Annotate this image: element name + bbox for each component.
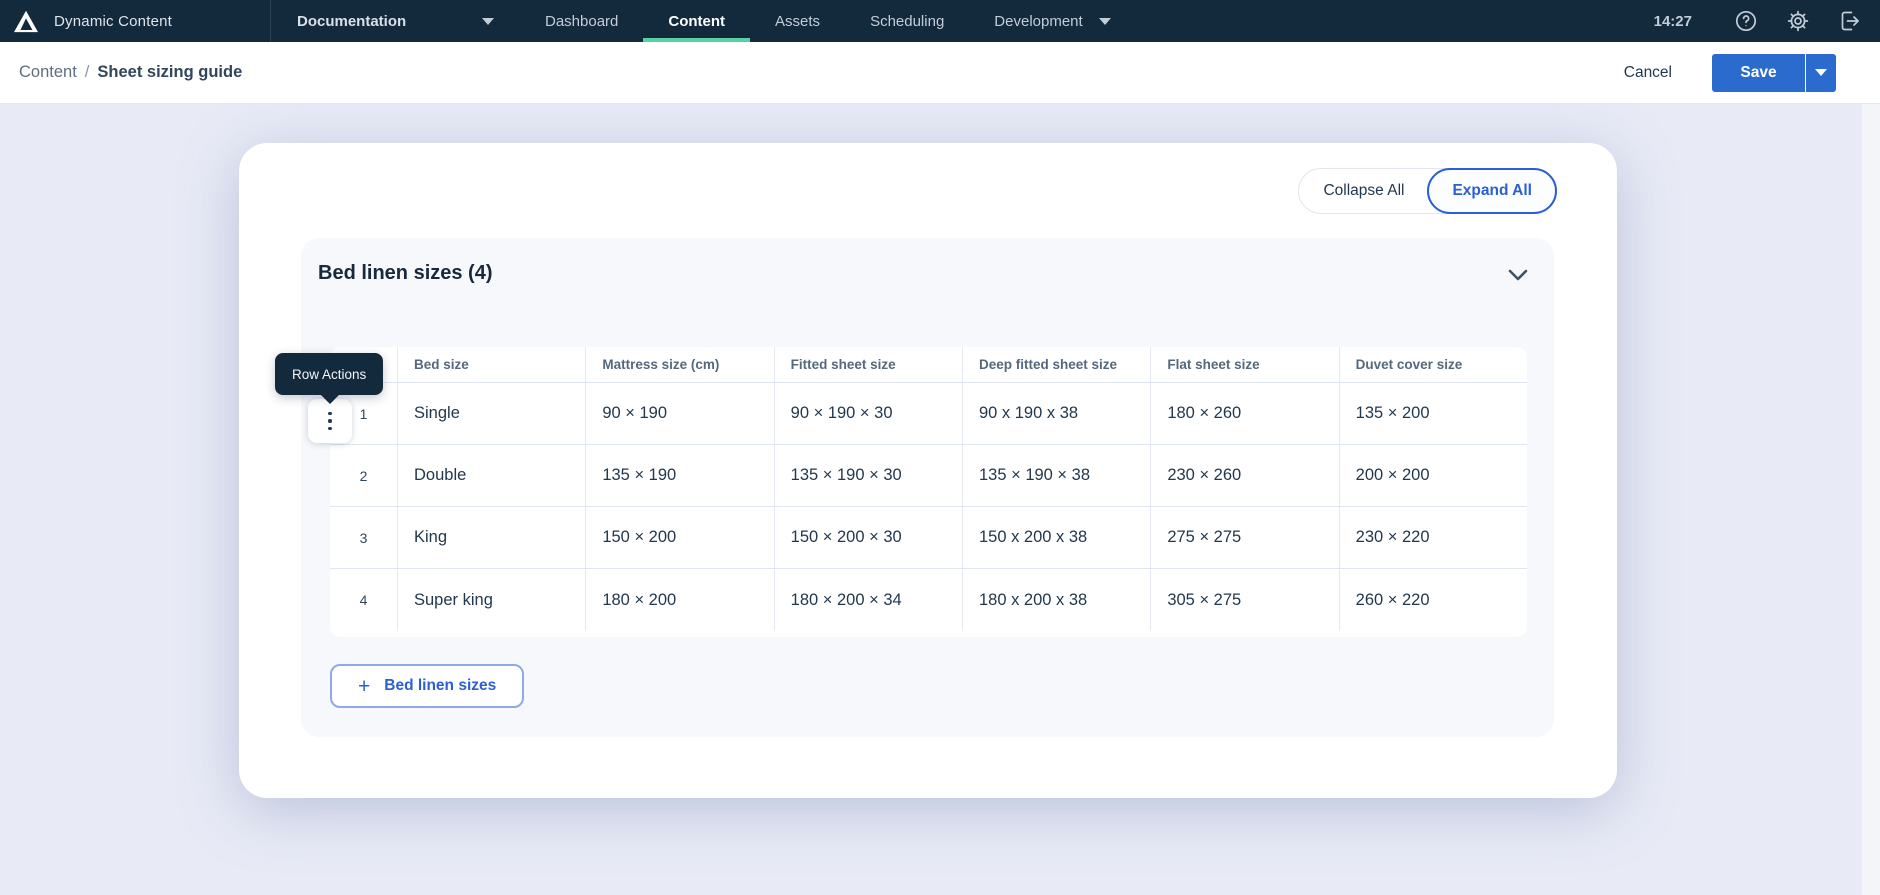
- tab-label: Assets: [775, 12, 821, 30]
- nav-tabs: Dashboard Content Assets Scheduling Deve…: [520, 0, 1136, 42]
- row-actions-tooltip: Row Actions: [275, 353, 384, 404]
- table-row: 4 Super king 180 × 200 180 × 200 × 34 180 x …: [330, 569, 1527, 631]
- table-cell[interactable]: 230 × 220: [1338, 507, 1527, 568]
- kebab-menu-icon: [328, 411, 332, 431]
- table-cell[interactable]: 180 × 200: [585, 569, 773, 631]
- breadcrumb: Content / Sheet sizing guide: [19, 63, 242, 82]
- nav-item-label: Documentation: [297, 12, 407, 30]
- row-number: 4: [359, 592, 368, 608]
- add-bed-linen-sizes-button[interactable]: + Bed linen sizes: [330, 664, 525, 708]
- tooltip-caret: [320, 394, 340, 404]
- tab-scheduling[interactable]: Scheduling: [845, 0, 969, 42]
- section-title: Bed linen sizes (4): [318, 262, 493, 284]
- table-cell[interactable]: 305 × 275: [1150, 569, 1338, 631]
- table-cell[interactable]: 200 × 200: [1338, 445, 1527, 506]
- table-cell[interactable]: 180 x 200 x 38: [961, 569, 1150, 631]
- table-cell[interactable]: 90 × 190 × 30: [773, 383, 962, 444]
- expand-all-button[interactable]: Expand All: [1427, 168, 1557, 214]
- row-actions-kebab-button[interactable]: [308, 399, 352, 443]
- cancel-button[interactable]: Cancel: [1623, 63, 1672, 81]
- row-number: 1: [359, 405, 368, 422]
- table-cell[interactable]: 275 × 275: [1150, 507, 1338, 568]
- tab-dashboard[interactable]: Dashboard: [520, 0, 643, 42]
- content-area: Collapse All Expand All Bed linen sizes …: [0, 104, 1880, 895]
- breadcrumb-separator: /: [84, 63, 90, 81]
- save-split-button: Save: [1712, 53, 1836, 92]
- plus-icon: +: [358, 674, 371, 698]
- tab-content[interactable]: Content: [643, 0, 750, 42]
- nav-item-documentation[interactable]: Documentation: [271, 0, 520, 42]
- content-form-card: Collapse All Expand All Bed linen sizes …: [239, 143, 1617, 798]
- tab-label: Dashboard: [545, 12, 619, 30]
- tab-development[interactable]: Development: [969, 0, 1135, 42]
- bed-linen-sizes-section: Bed linen sizes (4) Row Actions Bed size…: [275, 238, 1554, 737]
- column-header: Fitted sheet size: [773, 347, 962, 382]
- collapse-expand-control: Collapse All Expand All: [1298, 168, 1557, 214]
- table-cell[interactable]: 230 × 260: [1150, 445, 1338, 506]
- row-number: 3: [359, 529, 368, 546]
- table-cell[interactable]: 90 × 190: [585, 383, 773, 444]
- table-cell[interactable]: 260 × 220: [1338, 569, 1527, 631]
- table-cell[interactable]: 150 x 200 x 38: [961, 507, 1150, 568]
- column-header: Mattress size (cm): [585, 347, 773, 382]
- logout-icon[interactable]: [1838, 9, 1862, 33]
- amplience-logo-icon: [13, 9, 39, 33]
- tab-assets[interactable]: Assets: [750, 0, 845, 42]
- table-body: 1 Single 90 × 190 90 × 190 × 30 90 x 190 x 3…: [330, 383, 1527, 631]
- app-title: Dynamic Content: [54, 12, 173, 30]
- tab-label: Scheduling: [870, 12, 945, 30]
- column-header: Deep fitted sheet size: [961, 347, 1150, 382]
- row-number: 2: [359, 467, 368, 484]
- chevron-down-icon: [482, 17, 494, 25]
- table-cell[interactable]: Super king: [397, 569, 585, 631]
- clock-time: 14:27: [1653, 12, 1692, 30]
- vertical-scrollbar[interactable]: [1862, 104, 1880, 895]
- section-collapse-chevron-icon[interactable]: [1508, 268, 1528, 286]
- bed-linen-table: Row Actions Bed size Mattress size (cm) Fi…: [275, 347, 1527, 637]
- chevron-down-icon: [1098, 17, 1111, 25]
- table-cell[interactable]: Single: [397, 383, 585, 444]
- table-cell[interactable]: 180 × 200 × 34: [773, 569, 962, 631]
- nav-utilities: 14:27: [1654, 0, 1880, 42]
- table-cell[interactable]: 90 x 190 x 38: [961, 383, 1150, 444]
- page-toolbar: Content / Sheet sizing guide Cancel Save: [0, 42, 1880, 104]
- tab-label: Development: [994, 12, 1083, 30]
- tab-label: Content: [668, 12, 726, 30]
- collapse-all-button[interactable]: Collapse All: [1299, 182, 1428, 200]
- table-cell[interactable]: 150 × 200: [585, 507, 773, 568]
- table-row: 3 King 150 × 200 150 × 200 × 30 150 x 200 x …: [330, 507, 1527, 569]
- breadcrumb-content-link[interactable]: Content: [19, 63, 77, 81]
- table-row: 2 Double 135 × 190 135 × 190 × 30 135 × 190 …: [330, 445, 1527, 507]
- chevron-down-icon: [1815, 69, 1827, 76]
- table-row: 1 Single 90 × 190 90 × 190 × 30 90 x 190 x 3…: [330, 383, 1527, 445]
- table-cell[interactable]: 135 × 190 × 30: [773, 445, 962, 506]
- save-dropdown-button[interactable]: [1805, 53, 1836, 92]
- settings-gear-icon[interactable]: [1786, 9, 1810, 33]
- top-nav: Dynamic Content Documentation Dashboard …: [0, 0, 1880, 42]
- add-button-label: Bed linen sizes: [384, 677, 497, 694]
- app-brand[interactable]: Dynamic Content: [0, 0, 271, 42]
- page-title: Sheet sizing guide: [97, 63, 243, 81]
- table-cell[interactable]: 180 × 260: [1150, 383, 1338, 444]
- table-cell[interactable]: 135 × 190: [585, 445, 773, 506]
- tooltip-label: Row Actions: [292, 366, 367, 382]
- help-icon[interactable]: [1734, 9, 1758, 33]
- toolbar-actions: Cancel Save: [1623, 53, 1836, 92]
- table-cell[interactable]: 135 × 200: [1338, 383, 1527, 444]
- table-cell[interactable]: 135 × 190 × 38: [961, 445, 1150, 506]
- column-header: Duvet cover size: [1338, 347, 1527, 382]
- table-cell[interactable]: King: [397, 507, 585, 568]
- table-cell[interactable]: 150 × 200 × 30: [773, 507, 962, 568]
- table-cell[interactable]: Double: [397, 445, 585, 506]
- save-button[interactable]: Save: [1712, 53, 1805, 92]
- table-header-row: Bed size Mattress size (cm) Fitted sheet s…: [330, 347, 1527, 383]
- column-header: Flat sheet size: [1150, 347, 1338, 382]
- column-header: Bed size: [397, 347, 585, 382]
